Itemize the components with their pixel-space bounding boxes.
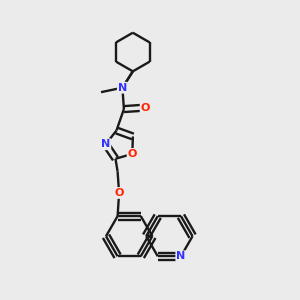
Text: O: O (114, 188, 124, 198)
Text: N: N (118, 83, 127, 93)
Text: O: O (128, 149, 137, 159)
Text: N: N (176, 251, 186, 261)
Text: O: O (141, 103, 150, 112)
Text: N: N (101, 139, 110, 149)
